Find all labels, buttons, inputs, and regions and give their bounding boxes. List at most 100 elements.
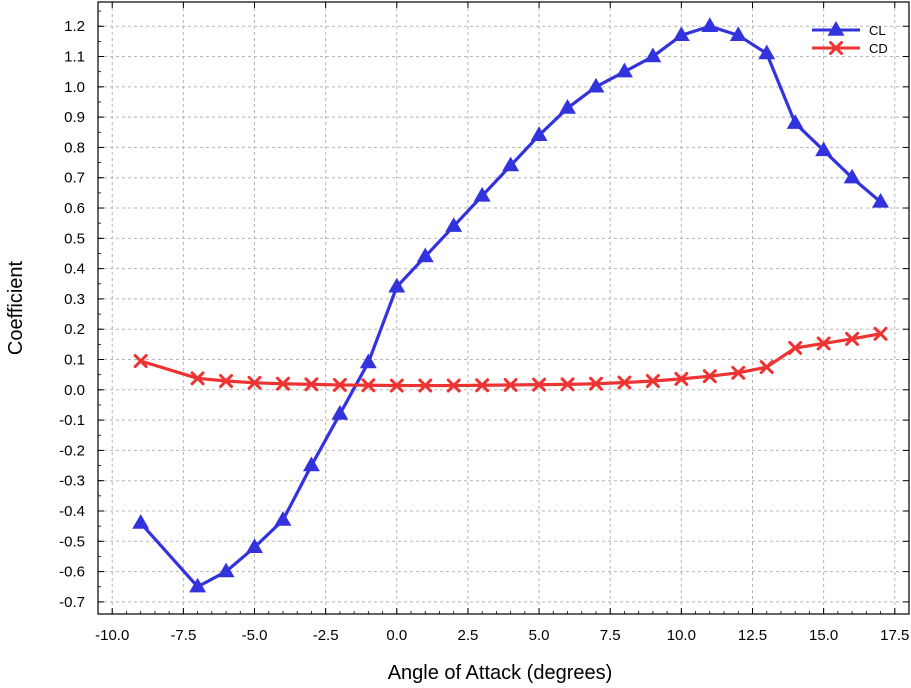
data-point-cd [731, 365, 746, 380]
data-point-cd [389, 378, 404, 393]
y-tick-label: 0.6 [64, 200, 85, 217]
data-point-cl [274, 511, 292, 526]
y-tick-label: 1.0 [64, 79, 85, 96]
data-point-cd [645, 374, 660, 389]
x-tick-label: 7.5 [600, 627, 621, 644]
data-point-cl [587, 77, 605, 93]
data-point-cd [361, 378, 376, 393]
series-layer [132, 17, 890, 593]
data-point-cl [189, 577, 207, 593]
data-point-cd [674, 371, 689, 386]
data-point-cl [473, 186, 491, 202]
data-point-cl [843, 168, 861, 184]
y-tick-label: 0.0 [64, 382, 85, 399]
data-point-cd [560, 377, 575, 392]
y-tick-label: 1.1 [64, 49, 85, 66]
data-point-cl [502, 156, 520, 172]
y-tick-label: 1.2 [64, 18, 85, 35]
legend-marker-cd [829, 41, 843, 55]
data-point-cd [816, 336, 831, 351]
series-line-cl [139, 24, 882, 589]
data-point-cl [217, 562, 235, 578]
y-tick-label: 0.2 [64, 321, 85, 338]
y-tick-label: -0.2 [59, 442, 85, 459]
data-point-cl [359, 353, 377, 369]
y-tick-label: -0.3 [59, 473, 85, 490]
x-tick-label: -7.5 [170, 627, 196, 644]
data-point-cl [331, 405, 349, 420]
data-point-cl [388, 277, 406, 293]
data-point-cd [503, 377, 518, 392]
data-point-cl [445, 217, 463, 232]
y-tick-label: -0.7 [59, 594, 85, 611]
data-point-cd [588, 376, 603, 391]
data-point-cd [332, 377, 347, 392]
data-point-cl [416, 247, 434, 263]
x-tick-label: 5.0 [529, 627, 550, 644]
x-tick-label: 15.0 [809, 627, 838, 644]
data-point-cd [702, 369, 717, 384]
y-tick-label: -0.1 [59, 412, 85, 429]
data-point-cd [190, 371, 205, 386]
data-point-cd [788, 340, 803, 355]
data-point-cl [302, 456, 320, 472]
data-point-cd [133, 354, 148, 369]
data-point-cl [815, 141, 833, 157]
grid [98, 2, 909, 614]
y-tick-label: 0.4 [64, 261, 85, 278]
x-tick-label: 2.5 [458, 627, 479, 644]
data-point-cl [872, 192, 890, 208]
y-tick-label: 0.1 [64, 352, 85, 369]
legend-label-cd: CD [869, 41, 888, 56]
data-point-cl [672, 26, 690, 42]
data-point-cd [532, 377, 547, 392]
data-point-cl [132, 514, 150, 529]
data-point-cl [530, 126, 548, 142]
x-tick-label: 0.0 [386, 627, 407, 644]
data-point-cd [304, 377, 319, 392]
y-tick-label: 0.8 [64, 139, 85, 156]
x-axis-label: Angle of Attack (degrees) [388, 662, 613, 684]
y-axis-label: Coefficient [5, 260, 27, 355]
data-point-cd [275, 376, 290, 391]
data-point-cd [418, 378, 433, 393]
y-tick-label: 0.3 [64, 291, 85, 308]
data-point-cl [246, 538, 263, 554]
legend-marker-cl [827, 20, 845, 36]
x-tick-label: 10.0 [667, 627, 696, 644]
data-point-cd [446, 378, 461, 393]
data-point-cd [219, 374, 234, 389]
data-point-cl [786, 114, 804, 129]
y-tick-label: -0.5 [59, 533, 85, 550]
data-point-cd [617, 375, 632, 390]
y-tick-label: -0.6 [59, 564, 85, 581]
plot-frame [97, 1, 910, 615]
y-tick-label: -0.4 [59, 503, 85, 520]
data-point-cd [247, 375, 262, 390]
data-point-cl [559, 99, 576, 114]
data-point-cl [644, 47, 662, 63]
x-tick-label: -2.5 [313, 627, 339, 644]
data-point-cd [475, 378, 490, 393]
data-point-cd [845, 331, 860, 346]
x-tick-label: -10.0 [95, 627, 129, 644]
plot-background [98, 2, 909, 614]
series-line-cd [140, 332, 881, 388]
y-tick-label: 0.9 [64, 109, 85, 126]
data-point-cl [729, 26, 747, 42]
legend: CL CD [812, 20, 888, 56]
data-point-cl [758, 44, 776, 60]
y-tick-label: 0.5 [64, 230, 85, 247]
x-tick-label: 12.5 [738, 627, 767, 644]
legend-label-cl: CL [869, 23, 886, 38]
data-point-cd [759, 360, 774, 375]
x-tick-label: -5.0 [242, 627, 268, 644]
x-tick-label: 17.5 [880, 627, 909, 644]
data-point-cl [615, 62, 633, 78]
y-tick-label: 0.7 [64, 170, 85, 187]
data-point-cd [873, 326, 888, 341]
axis-ticks: -10.0 -7.5 -5.0 -2.5 0.0 2.5 5.0 7.5 10.0 12.5 15.… [59, 2, 910, 644]
data-point-cl [701, 17, 719, 32]
